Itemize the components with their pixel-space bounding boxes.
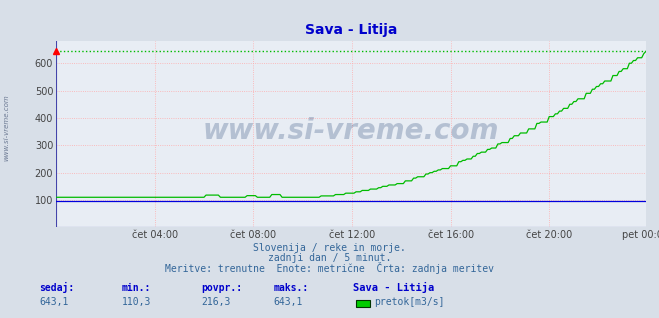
Text: sedaj:: sedaj:: [40, 282, 74, 293]
Text: 216,3: 216,3: [201, 297, 231, 307]
Text: pretok[m3/s]: pretok[m3/s]: [374, 297, 445, 307]
Text: zadnji dan / 5 minut.: zadnji dan / 5 minut.: [268, 253, 391, 263]
Text: min.:: min.:: [122, 283, 152, 293]
Text: 643,1: 643,1: [273, 297, 303, 307]
Title: Sava - Litija: Sava - Litija: [304, 24, 397, 38]
Text: Slovenija / reke in morje.: Slovenija / reke in morje.: [253, 243, 406, 253]
Text: Meritve: trenutne  Enote: metrične  Črta: zadnja meritev: Meritve: trenutne Enote: metrične Črta: …: [165, 262, 494, 273]
Text: 110,3: 110,3: [122, 297, 152, 307]
Text: www.si-vreme.com: www.si-vreme.com: [203, 117, 499, 145]
Text: Sava - Litija: Sava - Litija: [353, 282, 434, 293]
Text: 643,1: 643,1: [40, 297, 69, 307]
Text: www.si-vreme.com: www.si-vreme.com: [3, 94, 10, 161]
Text: maks.:: maks.:: [273, 283, 308, 293]
Text: povpr.:: povpr.:: [201, 283, 242, 293]
